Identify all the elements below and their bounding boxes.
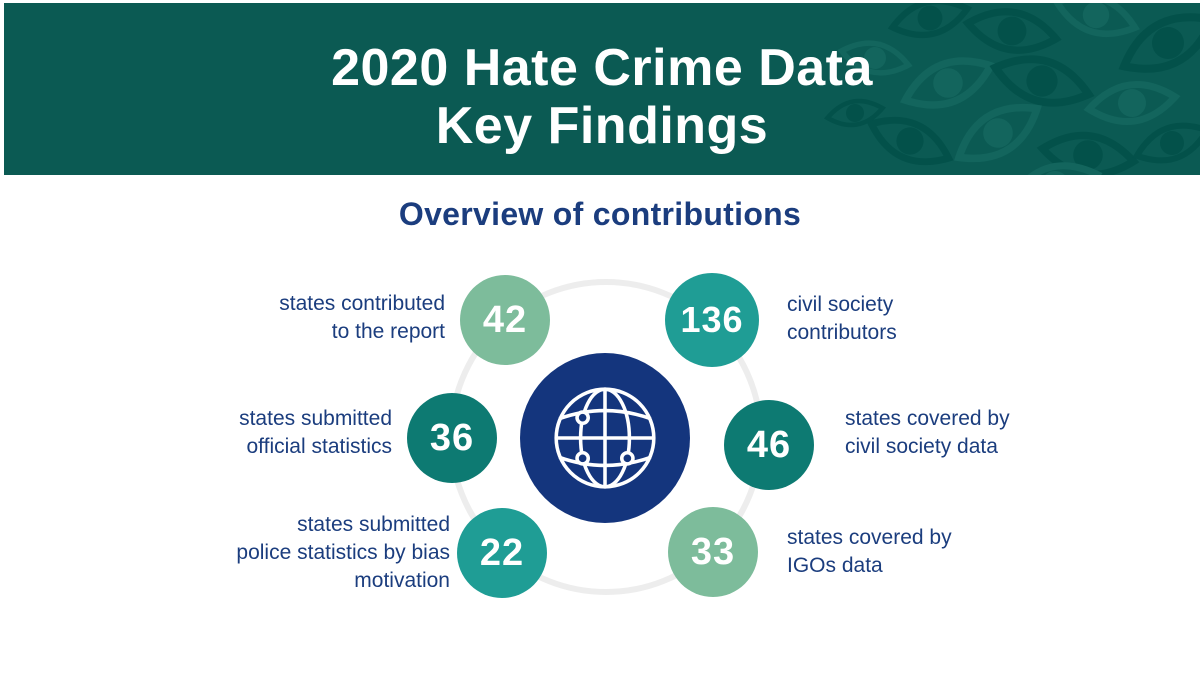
section-subtitle: Overview of contributions bbox=[398, 196, 802, 232]
stat-bubble-official-statistics: 36 bbox=[407, 393, 497, 483]
stat-bubble-police-statistics: 22 bbox=[457, 508, 547, 598]
stat-bubble-states-contributed: 42 bbox=[460, 275, 550, 365]
stat-bubble-civil-society-contributors: 136 bbox=[665, 273, 759, 367]
page-title-line2: Key Findings bbox=[435, 97, 769, 155]
stat-bubble-civil-society-coverage: 46 bbox=[724, 400, 814, 490]
stat-label-civil-society-coverage: states covered by civil society data bbox=[845, 407, 1010, 458]
page-title-line1: 2020 Hate Crime Data bbox=[331, 39, 873, 97]
stat-label-official-statistics: states submitted official statistics bbox=[239, 407, 392, 458]
stat-label-civil-society-contributors: civil society contributors bbox=[787, 293, 897, 344]
stat-label-igos-coverage: states covered by IGOs data bbox=[787, 526, 952, 577]
globe-icon bbox=[554, 387, 656, 489]
page-title: 2020 Hate Crime Data Key Findings bbox=[4, 39, 1200, 155]
stat-bubble-igos-coverage: 33 bbox=[668, 507, 758, 597]
stat-label-states-contributed: states contributed to the report bbox=[279, 292, 445, 343]
stat-label-police-statistics: states submitted police statistics by bi… bbox=[236, 513, 450, 592]
central-hub bbox=[520, 353, 690, 523]
header-banner: 2020 Hate Crime Data Key Findings bbox=[4, 3, 1200, 175]
